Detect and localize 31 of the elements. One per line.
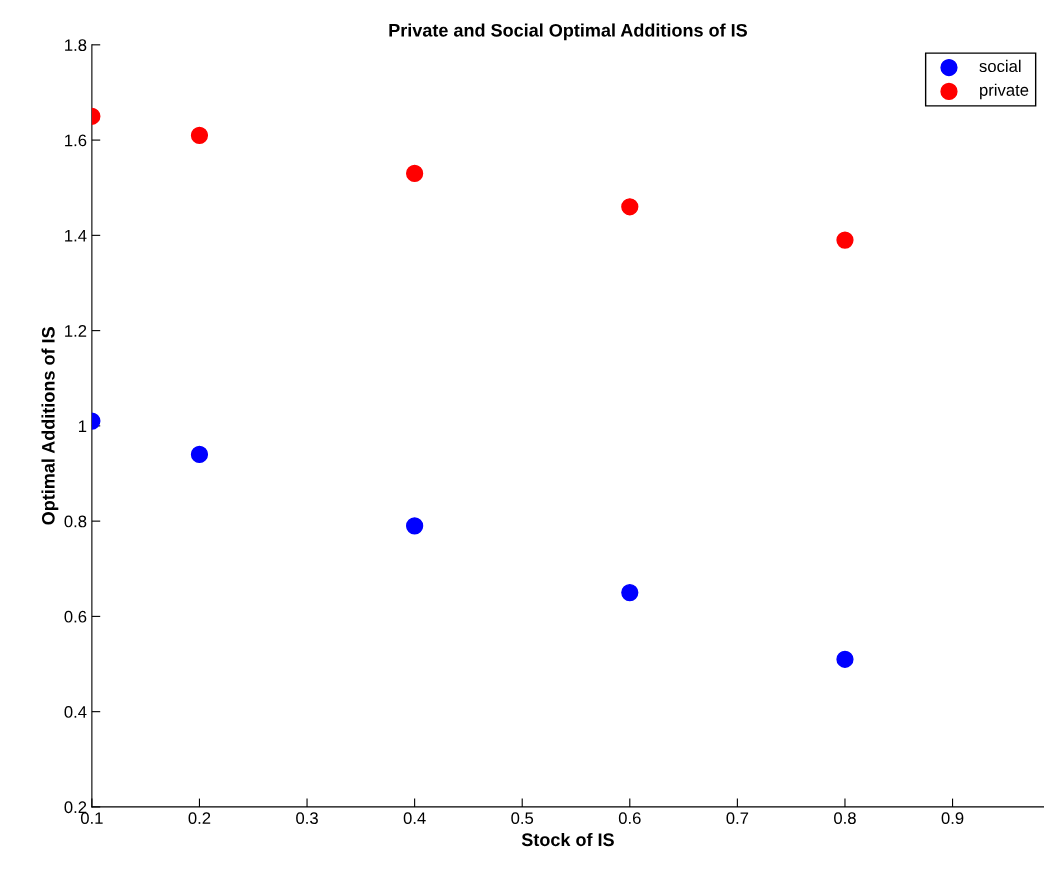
y-tick-label: 1 — [79, 420, 87, 432]
y-tick-label: 1.4 — [65, 229, 87, 242]
y-tick-label: 1.2 — [65, 325, 87, 337]
point — [406, 517, 424, 535]
point — [406, 164, 424, 183]
x-tick-label: 0.9 — [941, 812, 964, 825]
point — [190, 445, 209, 464]
x-tick-label: 0.1 — [80, 812, 103, 825]
x-tick-label: 0.7 — [726, 812, 749, 825]
point — [836, 650, 854, 668]
legend-label: private — [980, 83, 1029, 100]
y-axis-title: Optimal Additions of IS — [41, 327, 59, 525]
x-tick-label: 0.5 — [511, 812, 534, 825]
x-tick-label: 0.2 — [188, 812, 211, 825]
chart-title: Private and Social Optimal Additions of IS — [389, 23, 747, 41]
x-tick-label: 0.6 — [618, 812, 641, 825]
y-tick-label: 0.6 — [64, 610, 87, 623]
x-tick-label: 0.4 — [403, 812, 426, 825]
point — [621, 583, 639, 602]
y-tick-label: 0.8 — [64, 515, 87, 528]
point — [621, 198, 639, 216]
x-axis-title: Stock of IS — [521, 832, 614, 847]
point — [836, 231, 854, 249]
y-tick-label: 0.2 — [64, 801, 87, 814]
y-tick-label: 1.8 — [65, 39, 87, 52]
y-tick-label: 0.4 — [64, 706, 87, 718]
y-tick-label: 1.6 — [65, 134, 87, 147]
x-tick-label: 0.3 — [296, 812, 318, 825]
point — [190, 126, 209, 144]
legend-label: social — [979, 59, 1021, 73]
x-tick-label: 0.8 — [834, 812, 856, 825]
